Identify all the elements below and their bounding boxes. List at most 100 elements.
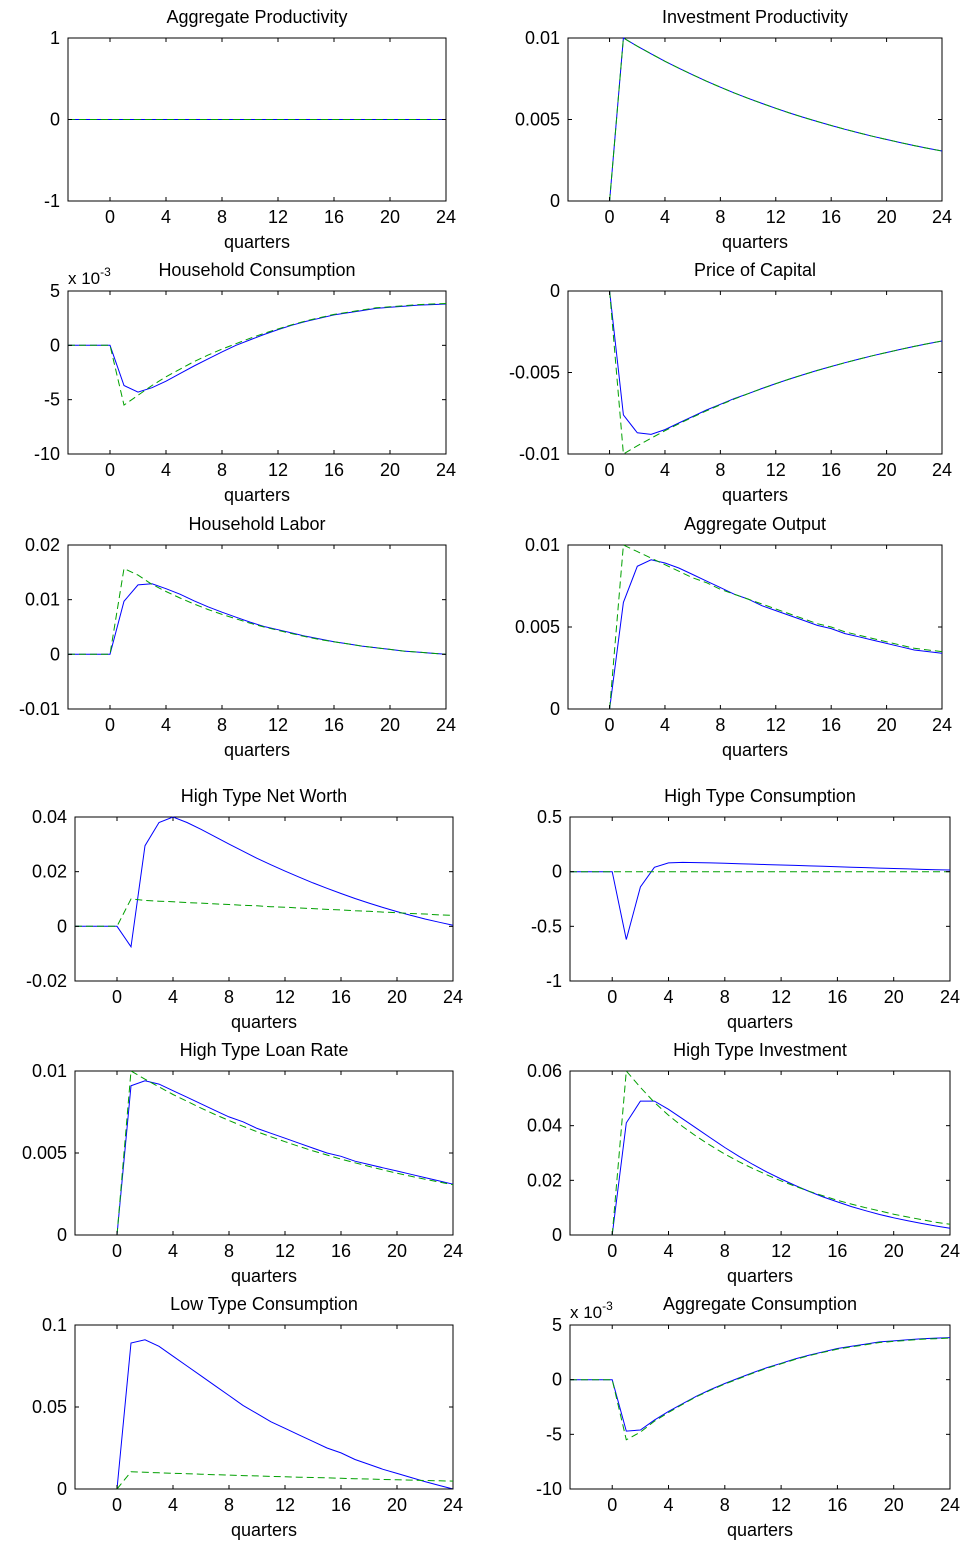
chart-panel-11: 0 4 8 12 16 20 24 -10 -5 0 5 Aggregate Consumption q… [536,1294,960,1540]
x-tick-label: 16 [827,1495,847,1515]
x-tick-label: 16 [821,460,841,480]
x-axis-label: quarters [727,1266,793,1286]
x-axis-label: quarters [231,1266,297,1286]
chart-title: Aggregate Productivity [166,7,347,27]
x-axis-label: quarters [722,740,788,760]
axes-box [74,1070,454,1236]
x-axis-label: quarters [722,232,788,252]
x-tick-label: 8 [720,1241,730,1261]
y-tick-label: 0.005 [515,110,560,130]
x-tick-label: 16 [331,1241,351,1261]
x-tick-label: 16 [324,460,344,480]
x-tick-label: 12 [771,1241,791,1261]
y-tick-label: -0.01 [519,444,560,464]
x-tick-label: 12 [766,207,786,227]
x-tick-label: 24 [443,987,463,1007]
y-tick-label: 0 [57,1225,67,1245]
series-line-dashed [611,1069,951,1236]
x-tick-label: 0 [105,460,115,480]
x-tick-label: 8 [217,715,227,735]
axes-box [567,37,943,202]
y-tick-label: 0 [57,916,67,936]
chart-panel-8: 0 4 8 12 16 20 24 0 0.005 0.01 High Type Loan Rate… [22,1040,463,1286]
x-tick-label: 16 [324,715,344,735]
x-tick-label: 24 [940,1241,960,1261]
chart-panel-0: 0 4 8 12 16 20 24 -1 0 1 Aggregate Productivity qua… [44,7,456,252]
y-exponent-label: x 10-3 [68,265,111,288]
x-tick-label: 24 [932,715,952,735]
series-line-solid [68,303,447,393]
y-tick-label: -0.02 [26,971,67,991]
x-tick-label: 0 [605,460,615,480]
chart-panel-10: 0 4 8 12 16 20 24 0 0.05 0.1 Low Type Consumption q… [32,1294,463,1540]
axes-box [567,544,943,710]
x-tick-label: 12 [275,1241,295,1261]
x-axis-label: quarters [231,1520,297,1540]
chart-title: Aggregate Output [684,514,826,534]
series-line-dashed [68,567,447,655]
axes-box [74,816,454,982]
x-tick-label: 16 [821,715,841,735]
series-line-dashed [116,1471,454,1490]
y-tick-label: -0.01 [19,699,60,719]
y-tick-label: -5 [546,1424,562,1444]
y-tick-label: 0.02 [527,1170,562,1190]
series-line-dashed [609,37,943,202]
chart-title: High Type Consumption [664,786,856,806]
chart-title: Low Type Consumption [170,1294,358,1314]
chart-panel-2: 0 4 8 12 16 20 24 -10 -5 0 5 Household Consumption q… [34,260,456,505]
series-line-solid [116,1339,454,1490]
y-tick-label: 0 [50,110,60,130]
axes-box [567,290,943,455]
x-tick-label: 20 [387,1495,407,1515]
x-axis-label: quarters [224,485,290,505]
x-tick-label: 20 [877,715,897,735]
x-tick-label: 4 [168,987,178,1007]
x-tick-label: 24 [436,460,456,480]
chart-panel-9: 0 4 8 12 16 20 24 0 0.02 0.04 0.06 High Type Invest… [527,1040,960,1286]
x-tick-label: 0 [105,715,115,735]
x-tick-label: 8 [224,987,234,1007]
x-tick-label: 12 [268,715,288,735]
x-tick-label: 12 [268,207,288,227]
y-tick-label: 0 [552,1370,562,1390]
y-tick-label: 0 [550,699,560,719]
y-tick-label: 0.02 [25,535,60,555]
x-tick-label: 8 [224,1495,234,1515]
x-tick-label: 20 [877,460,897,480]
series-line-solid [75,816,454,949]
x-tick-label: 8 [715,460,725,480]
x-tick-label: 16 [324,207,344,227]
x-tick-label: 24 [443,1241,463,1261]
chart-panel-1: 0 4 8 12 16 20 24 0 0.005 0.01 Investment Producti… [515,7,952,252]
chart-title: Investment Productivity [662,7,848,27]
x-tick-label: 24 [932,207,952,227]
axes-box [569,816,951,982]
x-tick-label: 0 [605,715,615,735]
x-tick-label: 4 [168,1241,178,1261]
x-tick-label: 20 [380,460,400,480]
x-tick-label: 8 [224,1241,234,1261]
x-tick-label: 24 [436,207,456,227]
chart-title: Aggregate Consumption [663,1294,857,1314]
y-tick-label: 5 [50,281,60,301]
y-tick-label: 5 [552,1315,562,1335]
x-tick-label: 4 [660,715,670,735]
x-tick-label: 24 [443,1495,463,1515]
x-tick-label: 8 [715,207,725,227]
series-line-dashed [75,898,454,927]
x-tick-label: 8 [720,1495,730,1515]
x-tick-label: 0 [607,987,617,1007]
series-line-dashed [609,290,943,455]
x-tick-label: 8 [217,460,227,480]
x-tick-label: 12 [766,460,786,480]
y-tick-label: 0.02 [32,862,67,882]
y-tick-label: 0.01 [525,535,560,555]
x-tick-label: 12 [771,987,791,1007]
axes-box [67,544,447,710]
series-line-dashed [570,1337,951,1441]
x-axis-label: quarters [727,1520,793,1540]
y-tick-label: 0 [552,862,562,882]
y-tick-label: 0.005 [22,1143,67,1163]
